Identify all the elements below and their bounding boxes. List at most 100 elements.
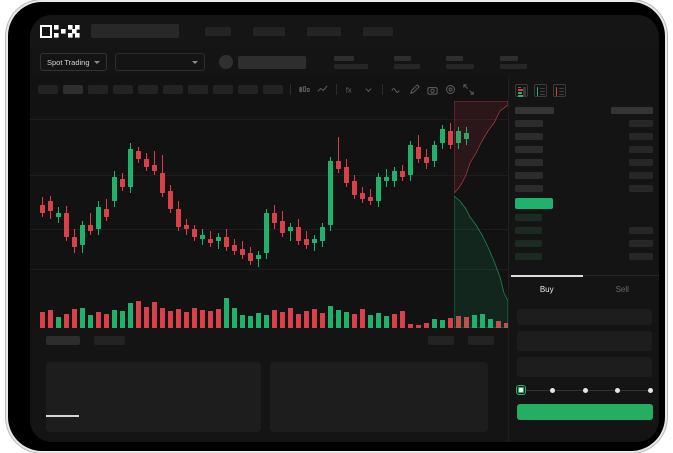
nav-item-1[interactable] — [205, 26, 231, 36]
candle-body — [144, 159, 149, 167]
slider-step-1[interactable] — [549, 387, 555, 393]
search-input[interactable] — [91, 24, 179, 38]
volume-bar-53 — [464, 317, 469, 328]
candle-body — [408, 145, 413, 175]
app-header — [30, 15, 659, 47]
slider-step-2[interactable] — [582, 387, 588, 393]
volume-bar-41 — [368, 315, 373, 328]
ob-ask-price-4 — [629, 172, 653, 179]
trading-pair-dropdown[interactable] — [114, 53, 205, 71]
orderbook-rows[interactable] — [509, 103, 659, 293]
panel-right[interactable] — [270, 362, 488, 432]
nav-item-2[interactable] — [253, 26, 285, 36]
tab-open-orders[interactable] — [46, 336, 80, 345]
candle-body — [176, 209, 181, 227]
line-chart-icon[interactable] — [316, 83, 329, 96]
orders-panel — [30, 328, 508, 442]
timeframe-button-2[interactable] — [88, 84, 108, 94]
submit-order-button[interactable] — [517, 404, 653, 420]
candle-body — [296, 227, 301, 241]
candle-body — [448, 131, 453, 145]
market-stats — [333, 55, 527, 69]
timeframe-button-4[interactable] — [138, 84, 158, 94]
panel-left[interactable] — [46, 362, 261, 432]
timeframe-button-8[interactable] — [238, 84, 258, 94]
volume-bar-26 — [248, 316, 253, 328]
ob-bid-row-2[interactable] — [515, 240, 542, 247]
amount-field[interactable] — [517, 357, 652, 377]
timeframe-button-6[interactable] — [188, 84, 208, 94]
ob-spread-row[interactable] — [515, 198, 553, 209]
order-type-field[interactable] — [517, 309, 652, 325]
candle-body — [168, 191, 173, 209]
spot-trading-dropdown[interactable]: Spot Trading — [40, 53, 107, 71]
tab-buy[interactable]: Buy — [509, 275, 585, 303]
candle-body — [136, 151, 141, 159]
volume-bar-44 — [392, 314, 397, 328]
candle-body — [360, 193, 365, 199]
slider-step-3[interactable] — [615, 387, 621, 393]
tab-order-history[interactable] — [94, 336, 125, 345]
nav-item-3[interactable] — [307, 26, 341, 36]
volume-bar-56 — [488, 319, 493, 328]
volume-bar-16 — [168, 311, 173, 328]
action-2[interactable] — [468, 336, 494, 345]
candle-body — [192, 229, 197, 237]
ob-ask-row-1[interactable] — [515, 133, 543, 140]
volume-bar-40 — [360, 309, 365, 328]
candle-body — [456, 131, 461, 143]
slider-step-0[interactable] — [517, 386, 525, 394]
indicators-icon[interactable]: fx — [344, 83, 357, 96]
timeframe-button-9[interactable] — [263, 84, 283, 94]
camera-icon[interactable] — [426, 83, 439, 96]
stat-change — [333, 55, 368, 69]
ob-ask-row-3[interactable] — [515, 159, 543, 166]
orders-tabs — [46, 336, 125, 345]
price-field[interactable] — [517, 331, 652, 351]
okx-logo[interactable] — [40, 24, 80, 38]
ob-ask-price-0 — [629, 120, 653, 127]
ob-mode-both-icon[interactable] — [515, 84, 528, 97]
toolbar-divider — [290, 83, 291, 95]
fullscreen-icon[interactable] — [462, 83, 475, 96]
ob-bid-row-3[interactable] — [515, 253, 542, 260]
pencil-icon[interactable] — [408, 83, 421, 96]
action-1[interactable] — [428, 336, 454, 345]
ob-ask-row-0[interactable] — [515, 120, 543, 127]
candle-body — [56, 213, 61, 217]
chevron-down-icon — [93, 60, 100, 64]
ob-ask-row-2[interactable] — [515, 146, 543, 153]
amount-percent-slider[interactable] — [517, 385, 653, 395]
volume-bar-24 — [232, 308, 237, 328]
ob-ask-row-4[interactable] — [515, 172, 543, 179]
timeframe-button-1[interactable] — [63, 84, 83, 94]
timeframe-button-0[interactable] — [38, 84, 58, 94]
timeframe-button-3[interactable] — [113, 84, 133, 94]
candle-wick — [314, 235, 315, 251]
price-chart[interactable] — [30, 101, 525, 328]
logo-glyph-o — [40, 24, 52, 38]
slider-step-4[interactable] — [648, 387, 653, 393]
ob-ask-row-5[interactable] — [515, 185, 543, 192]
candle-body — [264, 213, 269, 253]
gear-icon[interactable] — [444, 83, 457, 96]
ob-mode-bids-icon[interactable] — [534, 84, 547, 97]
tab-sell[interactable]: Sell — [585, 276, 660, 303]
ob-bid-row-0[interactable] — [515, 214, 542, 221]
candlestick-chart-icon[interactable] — [298, 83, 311, 96]
chevron-down-icon[interactable] — [362, 83, 375, 96]
timeframe-button-5[interactable] — [163, 84, 183, 94]
nav-item-4[interactable] — [363, 26, 393, 36]
volume-bar-51 — [448, 318, 453, 328]
candle-body — [232, 245, 237, 251]
candle-body — [320, 227, 325, 241]
wave-chart-icon[interactable] — [390, 83, 403, 96]
volume-bar-33 — [304, 311, 309, 328]
candle-body — [336, 161, 341, 169]
timeframe-button-7[interactable] — [213, 84, 233, 94]
volume-bar-4 — [72, 309, 77, 328]
candlestick-pane — [30, 101, 508, 276]
volume-bar-14 — [152, 302, 157, 328]
ob-bid-row-1[interactable] — [515, 227, 542, 234]
ob-mode-asks-icon[interactable] — [553, 84, 566, 97]
